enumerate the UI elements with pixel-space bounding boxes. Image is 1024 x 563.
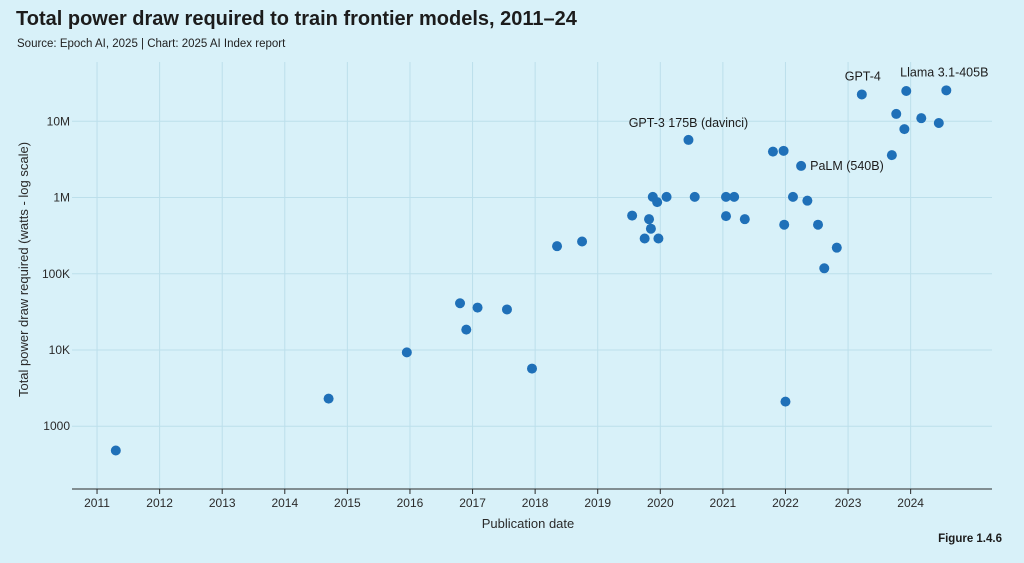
- point-annotation: Llama 3.1-405B: [900, 65, 988, 79]
- x-ticks: 2011 2012 2013 2014 2015 2016 2017 2018 2019 2020…: [84, 489, 924, 510]
- x-tick-label: 2013: [209, 496, 236, 510]
- x-tick-label: 2020: [647, 496, 674, 510]
- data-point: [652, 197, 663, 208]
- data-point: [813, 219, 824, 230]
- data-point: [645, 223, 656, 234]
- data-points: [110, 85, 952, 456]
- data-point: [779, 219, 790, 230]
- x-tick-label: 2012: [146, 496, 173, 510]
- data-point: [819, 263, 830, 274]
- x-tick-label: 2015: [334, 496, 361, 510]
- data-point: [639, 233, 650, 244]
- point-annotation: GPT-3 175B (davinci): [629, 116, 749, 130]
- data-point: [891, 108, 902, 119]
- y-tick-label: 100K: [42, 267, 70, 281]
- data-point: [802, 195, 813, 206]
- data-point: [501, 304, 512, 315]
- data-point: [577, 236, 588, 247]
- data-point: [916, 113, 927, 124]
- data-point: [767, 146, 778, 157]
- x-tick-label: 2023: [835, 496, 862, 510]
- x-tick-label: 2021: [710, 496, 737, 510]
- x-tick-label: 2014: [271, 496, 298, 510]
- x-tick-label: 2018: [522, 496, 549, 510]
- x-axis-label: Publication date: [482, 516, 575, 531]
- data-point: [780, 396, 791, 407]
- point-annotation: PaLM (540B): [810, 159, 884, 173]
- grid: [72, 62, 992, 489]
- data-point: [796, 160, 807, 171]
- data-point: [455, 298, 466, 309]
- data-point: [856, 89, 867, 100]
- data-point: [472, 302, 483, 313]
- y-tick-label: 10K: [49, 343, 70, 357]
- x-tick-label: 2022: [772, 496, 799, 510]
- data-point: [689, 191, 700, 202]
- y-axis-label: Total power draw required (watts - log s…: [16, 142, 31, 397]
- data-point: [739, 214, 750, 225]
- data-point: [941, 85, 952, 96]
- point-annotation: GPT-4: [845, 69, 881, 83]
- data-point: [778, 145, 789, 156]
- data-point: [110, 445, 121, 456]
- data-point: [653, 233, 664, 244]
- x-tick-label: 2024: [897, 496, 924, 510]
- data-point: [899, 124, 910, 135]
- y-tick-label: 10M: [47, 114, 70, 128]
- data-point: [787, 191, 798, 202]
- data-point: [527, 363, 537, 374]
- chart-title: Total power draw required to train front…: [16, 8, 577, 30]
- figure-label: Figure 1.4.6: [938, 533, 1002, 545]
- x-tick-label: 2017: [459, 496, 486, 510]
- data-point: [461, 324, 472, 335]
- data-point: [729, 191, 740, 202]
- annotations: GPT-3 175B (davinci) PaLM (540B) GPT-4 Llam…: [629, 65, 989, 173]
- data-point: [886, 150, 897, 161]
- x-tick-label: 2016: [397, 496, 424, 510]
- chart-source: Source: Epoch AI, 2025 | Chart: 2025 AI …: [17, 38, 286, 50]
- y-ticks: 1000 10K 100K 1M 10M: [42, 114, 70, 433]
- data-point: [683, 134, 694, 145]
- data-point: [933, 118, 944, 129]
- data-point: [627, 210, 638, 221]
- x-tick-label: 2019: [584, 496, 611, 510]
- data-point: [831, 242, 842, 253]
- data-point: [721, 211, 732, 222]
- data-point: [661, 191, 672, 202]
- data-point: [401, 347, 412, 358]
- data-point: [323, 393, 334, 404]
- data-point: [901, 85, 912, 96]
- x-tick-label: 2011: [84, 496, 110, 510]
- y-tick-label: 1M: [53, 191, 70, 205]
- data-point: [721, 191, 732, 202]
- data-point: [552, 241, 563, 252]
- y-tick-label: 1000: [43, 419, 70, 433]
- data-point: [644, 214, 655, 225]
